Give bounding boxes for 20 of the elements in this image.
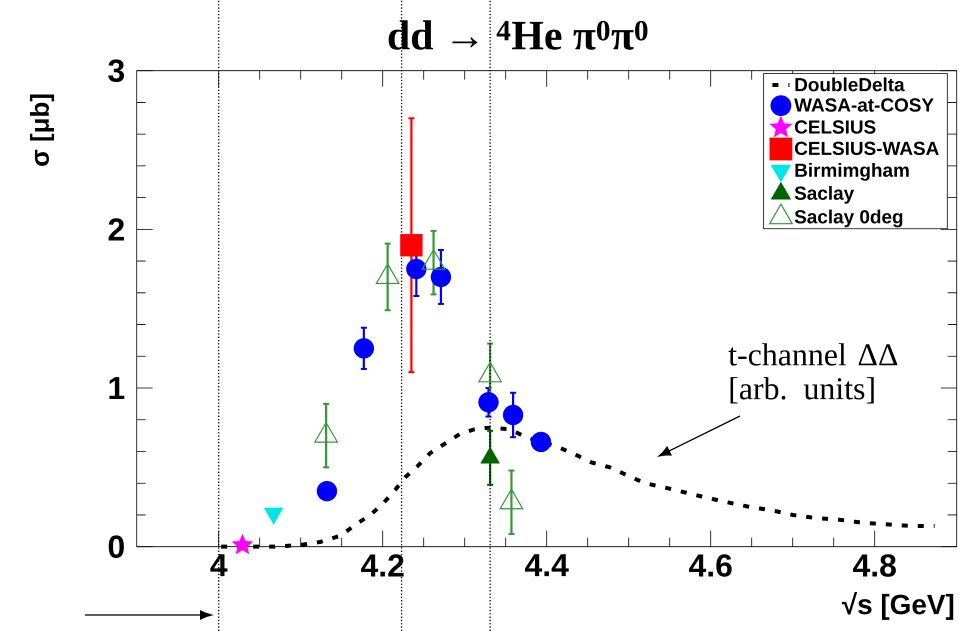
legend-label: Saclay: [794, 186, 854, 204]
y-tick-label: 1: [109, 377, 124, 399]
x-axis-title: √s [GeV]: [842, 592, 954, 620]
legend-label: Saclay 0deg: [794, 210, 902, 228]
y-tick-label: 3: [108, 59, 124, 82]
x-tick-label: 4.4: [525, 554, 569, 576]
x-tick-label: 4.8: [853, 554, 896, 577]
legend-label: WASA-at-COSY: [794, 98, 934, 112]
x-tick-label: 4.2: [361, 554, 404, 576]
legend-label: CELSIUS-WASA: [794, 142, 939, 156]
legend-label: DoubleDelta: [795, 77, 905, 92]
legend-label: Birmimgham: [795, 162, 909, 181]
y-tick-label: 0: [108, 535, 124, 558]
x-tick-label: 4.6: [689, 554, 732, 577]
annotation: t-channel ΔΔ [arb. units]: [728, 343, 898, 404]
y-axis-title: σ [μb]: [30, 94, 54, 166]
legend-label: CELSIUS: [794, 120, 876, 134]
chart-title: dd → $^{4}$He π$^{0}$π$^{0}$: [388, 20, 648, 50]
x-tick-label: 4: [210, 554, 228, 576]
y-tick-label: 2: [108, 218, 124, 240]
